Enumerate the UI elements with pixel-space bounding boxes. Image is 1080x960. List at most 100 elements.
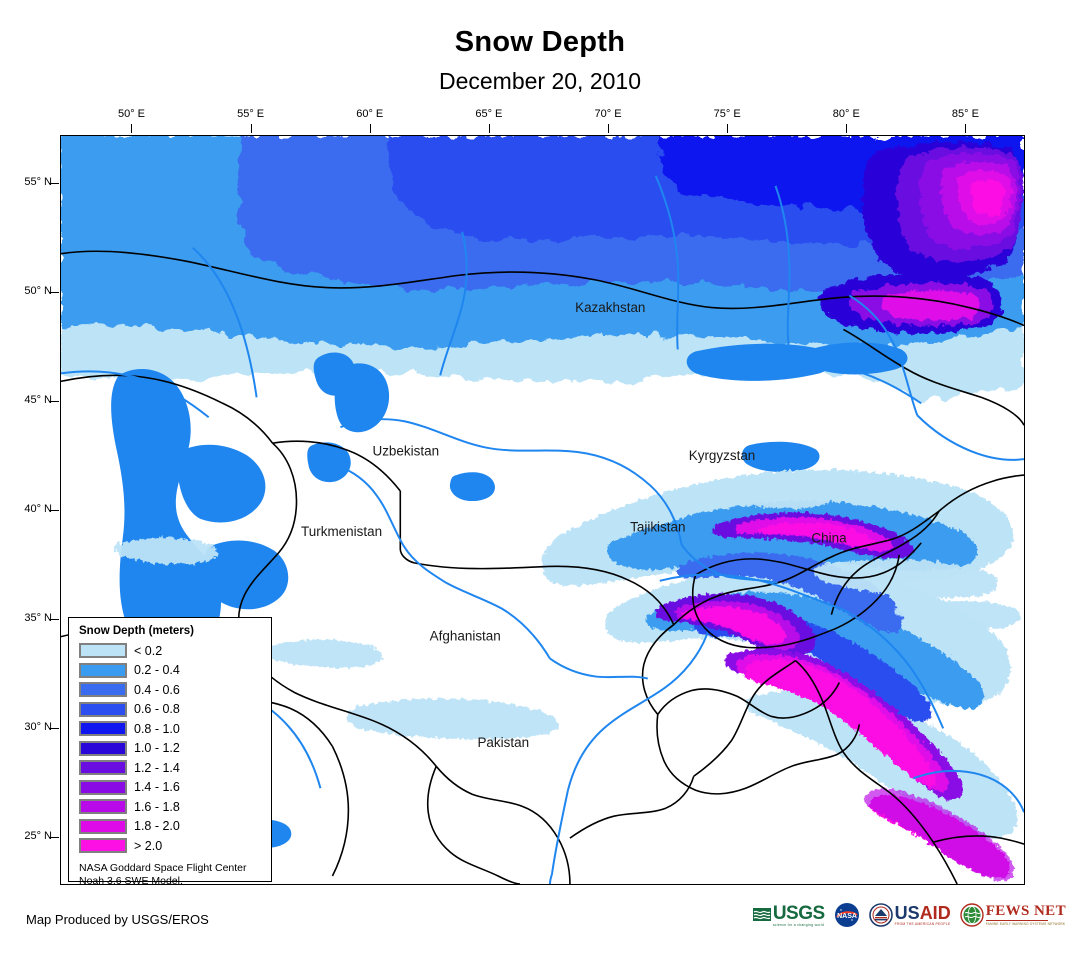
lat-tick-mark [49, 291, 59, 293]
lon-tick-label: 65° E [475, 108, 503, 120]
lon-tick-label: 50° E [117, 108, 145, 120]
legend-label: 0.6 - 0.8 [134, 702, 180, 716]
page-title: Snow Depth [454, 26, 626, 58]
fews-globe-icon [959, 903, 984, 927]
legend-swatch [79, 701, 127, 717]
legend-label: 0.4 - 0.6 [134, 682, 180, 697]
lon-tick-label: 80° E [832, 108, 860, 120]
footer-credit: Map Produced by USGS/EROS [26, 912, 209, 927]
lat-tick-label: 40° N [24, 503, 52, 515]
legend-swatch [79, 662, 127, 678]
legend-swatch [79, 740, 127, 756]
legend-credit-line-2: Noah 3.6 SWE Model. [79, 874, 183, 887]
usgs-logo-subtext: science for a changing world [772, 922, 825, 927]
map-canvas[interactable]: Kazakhstan Uzbekistan Turkmenistan Kyrgyzst… [60, 135, 1025, 885]
lon-tick-label: 60° E [356, 108, 384, 120]
snow-depth-raster: Kazakhstan Uzbekistan Turkmenistan Kyrgyzst… [61, 136, 1024, 884]
usaid-logo[interactable]: USAID FROM THE AMERICAN PEOPLE [868, 903, 951, 927]
legend-swatch [79, 818, 127, 834]
lon-tick-mark [488, 124, 490, 133]
lon-tick-label: 55° E [237, 108, 265, 120]
lat-tick-label: 35° N [24, 612, 52, 624]
country-label-uzbekistan: Uzbekistan [372, 444, 439, 459]
country-label-kyrgyzstan: Kyrgyzstan [689, 448, 756, 463]
legend-row: 1.0 - 1.2 [77, 739, 263, 759]
country-label-china: China [811, 531, 847, 546]
legend-row: 1.4 - 1.6 [77, 778, 263, 798]
fews-net-logo[interactable]: FEWS NET FAMINE EARLY WARNING SYSTEMS NE… [959, 902, 1066, 927]
country-label-afghanistan: Afghanistan [430, 628, 501, 643]
usgs-logo-text: USGS [772, 902, 825, 924]
lat-tick-mark [49, 728, 59, 730]
usaid-logo-text: USAID [894, 903, 951, 923]
lon-tick-mark [846, 124, 848, 133]
country-label-turkmenistan: Turkmenistan [301, 524, 382, 539]
fews-logo-subtext: FAMINE EARLY WARNING SYSTEMS NETWORK [985, 922, 1066, 927]
legend-row: 0.4 - 0.6 [77, 680, 263, 700]
nasa-logo[interactable]: NASA [834, 902, 860, 928]
page-subtitle: December 20, 2010 [438, 68, 641, 94]
legend-label: 1.0 - 1.2 [134, 741, 180, 755]
svg-text:NASA: NASA [837, 913, 857, 920]
lat-tick-label: 45° N [24, 393, 52, 406]
usaid-logo-subtext: FROM THE AMERICAN PEOPLE [894, 922, 951, 926]
lon-tick-mark [608, 124, 610, 133]
legend-label: 0.2 - 0.4 [134, 663, 180, 677]
lat-tick-label: 50° N [24, 284, 52, 297]
legend-label: 1.6 - 1.8 [134, 799, 180, 814]
lon-tick-mark [727, 124, 729, 133]
legend-swatch [79, 760, 127, 776]
legend-label: 1.2 - 1.4 [134, 760, 180, 775]
lon-tick-label: 70° E [594, 108, 622, 120]
lat-tick-label: 30° N [24, 721, 52, 734]
country-label-layer: Kazakhstan Uzbekistan Turkmenistan Kyrgyzst… [301, 300, 847, 750]
legend-swatch [79, 799, 127, 815]
legend-title: Snow Depth (meters) [79, 625, 195, 637]
country-borders [61, 250, 1024, 884]
legend-row: 1.2 - 1.4 [77, 758, 263, 778]
fews-logo-text: FEWS NET [985, 902, 1066, 919]
legend-row: > 2.0 [77, 836, 263, 856]
lat-tick-mark [49, 510, 59, 511]
legend-label: > 2.0 [134, 838, 163, 853]
legend-swatch [79, 779, 127, 795]
lat-tick-mark [49, 837, 59, 839]
legend-swatch [79, 682, 127, 698]
legend-row: 1.8 - 2.0 [77, 817, 263, 837]
legend-label: 0.8 - 1.0 [134, 721, 180, 736]
legend-row: < 0.2 [77, 641, 263, 661]
legend-swatch [79, 838, 127, 854]
lat-tick-mark [49, 400, 59, 402]
legend-row: 0.6 - 0.8 [77, 700, 263, 720]
legend-swatch [79, 643, 127, 659]
lat-tick-mark [49, 619, 59, 620]
usgs-wave-icon [752, 908, 771, 921]
country-label-tajikistan: Tajikistan [630, 520, 685, 535]
lon-tick-mark [369, 124, 371, 133]
agency-logos: USGS science for a changing world NASA U… [752, 902, 1066, 928]
lon-tick-mark [250, 124, 252, 133]
usaid-seal-icon [868, 903, 893, 927]
country-label-kazakhstan: Kazakhstan [575, 300, 645, 315]
lat-tick-label: 25° N [24, 830, 52, 843]
legend-label: 1.8 - 2.0 [134, 819, 180, 833]
lat-tick-label: 55° N [24, 175, 52, 188]
lon-tick-label: 75° E [713, 108, 741, 120]
lon-tick-label: 85° E [951, 108, 979, 120]
rivers [61, 175, 1024, 884]
lon-tick-mark [965, 124, 967, 133]
legend-label: 1.4 - 1.6 [134, 780, 180, 794]
legend-entries: < 0.2 0.2 - 0.4 0.4 - 0.6 0.6 - 0.8 0.8 - 1.… [77, 641, 263, 856]
water-bodies [111, 342, 908, 849]
legend-swatch [79, 721, 127, 737]
legend-box: Snow Depth (meters) < 0.2 0.2 - 0.4 0.4 - … [68, 617, 272, 887]
legend-credit-line-1: NASA Goddard Space Flight Center [79, 861, 247, 874]
lat-tick-mark [49, 182, 59, 184]
country-label-pakistan: Pakistan [477, 735, 529, 750]
legend-row: 0.2 - 0.4 [77, 661, 263, 681]
usgs-logo[interactable]: USGS science for a changing world [752, 902, 825, 927]
nasa-meatball-icon: NASA [834, 903, 859, 927]
lon-tick-mark [131, 124, 133, 133]
legend-row: 1.6 - 1.8 [77, 797, 263, 817]
legend-row: 0.8 - 1.0 [77, 719, 263, 739]
